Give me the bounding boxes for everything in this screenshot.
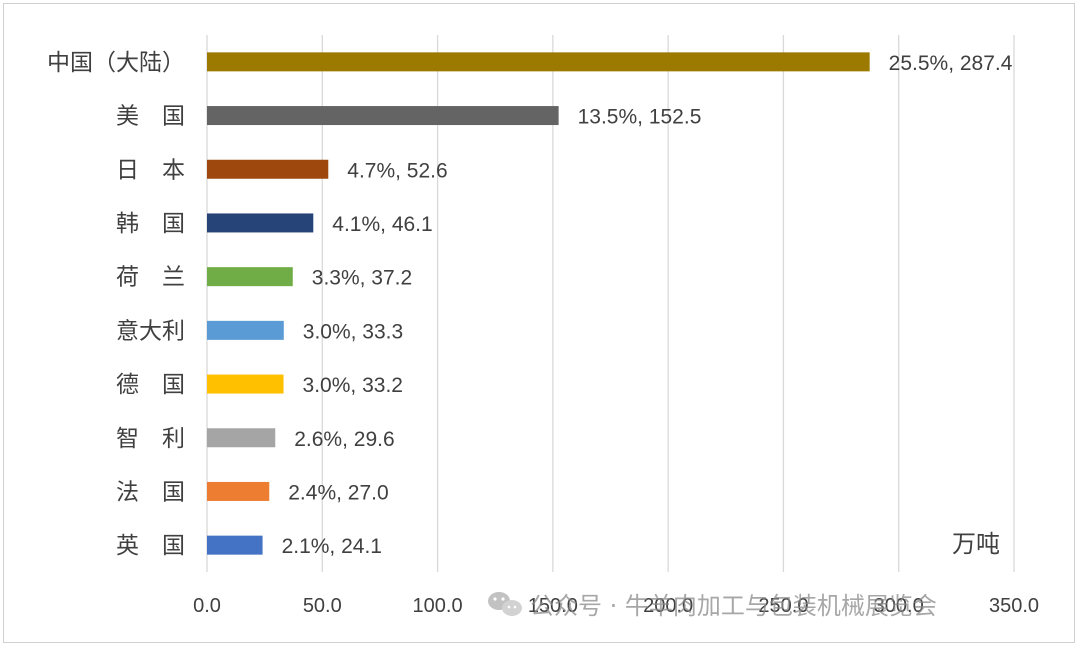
x-tick-label: 350.0	[989, 595, 1039, 617]
category-label: 意大利	[116, 318, 185, 344]
category-label: 荷 兰	[116, 265, 185, 291]
bar	[207, 267, 293, 287]
x-tick-label: 100.0	[413, 595, 463, 617]
bars	[207, 52, 870, 555]
x-tick-label: 300.0	[874, 595, 924, 617]
x-tick-label: 250.0	[758, 595, 808, 617]
bar	[207, 535, 263, 555]
category-label: 法 国	[116, 479, 185, 505]
bar	[207, 106, 559, 126]
data-label: 3.3%, 37.2	[312, 267, 412, 290]
category-label: 日 本	[116, 157, 185, 183]
category-label: 德 国	[116, 372, 185, 398]
x-tick-label: 50.0	[303, 595, 342, 617]
x-tick-label: 0.0	[193, 595, 221, 617]
category-label: 智 利	[116, 426, 185, 452]
watermark-text: 公众号 · 牛羊肉加工与包装机械展览会	[530, 592, 937, 620]
bar	[207, 213, 314, 233]
data-label: 3.0%, 33.2	[303, 374, 403, 397]
data-label: 3.0%, 33.3	[303, 320, 403, 343]
bar	[207, 320, 284, 340]
category-label: 中国（大陆）	[47, 50, 185, 76]
wechat-icon	[488, 592, 522, 616]
data-label: 4.1%, 46.1	[332, 213, 432, 236]
bar	[207, 52, 870, 72]
unit-label: 万吨	[952, 530, 1000, 558]
category-label: 英 国	[116, 533, 185, 559]
bar	[207, 374, 284, 394]
data-label: 13.5%, 152.5	[578, 106, 702, 129]
category-label: 美 国	[116, 104, 185, 130]
data-label: 2.1%, 24.1	[282, 535, 382, 558]
bar	[207, 428, 276, 448]
x-tick-label: 200.0	[643, 595, 693, 617]
data-label: 2.6%, 29.6	[294, 428, 394, 451]
category-label: 韩 国	[116, 211, 185, 237]
bar	[207, 481, 270, 501]
data-label: 2.4%, 27.0	[288, 481, 388, 504]
x-tick-label: 150.0	[528, 595, 578, 617]
x-tick-labels: 0.0 50.0 100.0 150.0 200.0 250.0 300.0 350.0	[193, 595, 1039, 617]
data-label: 25.5%, 287.4	[889, 52, 1013, 75]
bar	[207, 159, 329, 179]
data-label: 4.7%, 52.6	[347, 159, 447, 182]
data-labels: 25.5%, 287.4 13.5%, 152.5 4.7%, 52.6 4.1%, …	[282, 52, 1013, 558]
watermark: 公众号 · 牛羊肉加工与包装机械展览会	[488, 592, 937, 620]
